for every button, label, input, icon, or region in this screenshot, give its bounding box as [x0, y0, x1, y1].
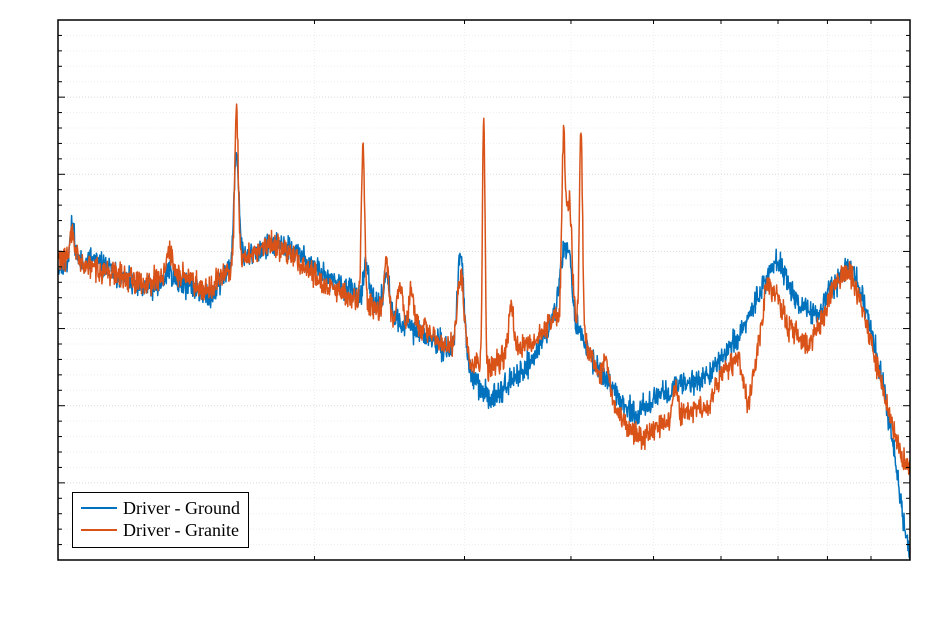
- legend-swatch: [81, 507, 117, 509]
- legend-label: Driver - Granite: [123, 520, 239, 541]
- legend: Driver - GroundDriver - Granite: [72, 492, 249, 548]
- legend-item: Driver - Ground: [81, 497, 240, 519]
- legend-swatch: [81, 529, 117, 531]
- legend-label: Driver - Ground: [123, 498, 240, 519]
- legend-item: Driver - Granite: [81, 519, 240, 541]
